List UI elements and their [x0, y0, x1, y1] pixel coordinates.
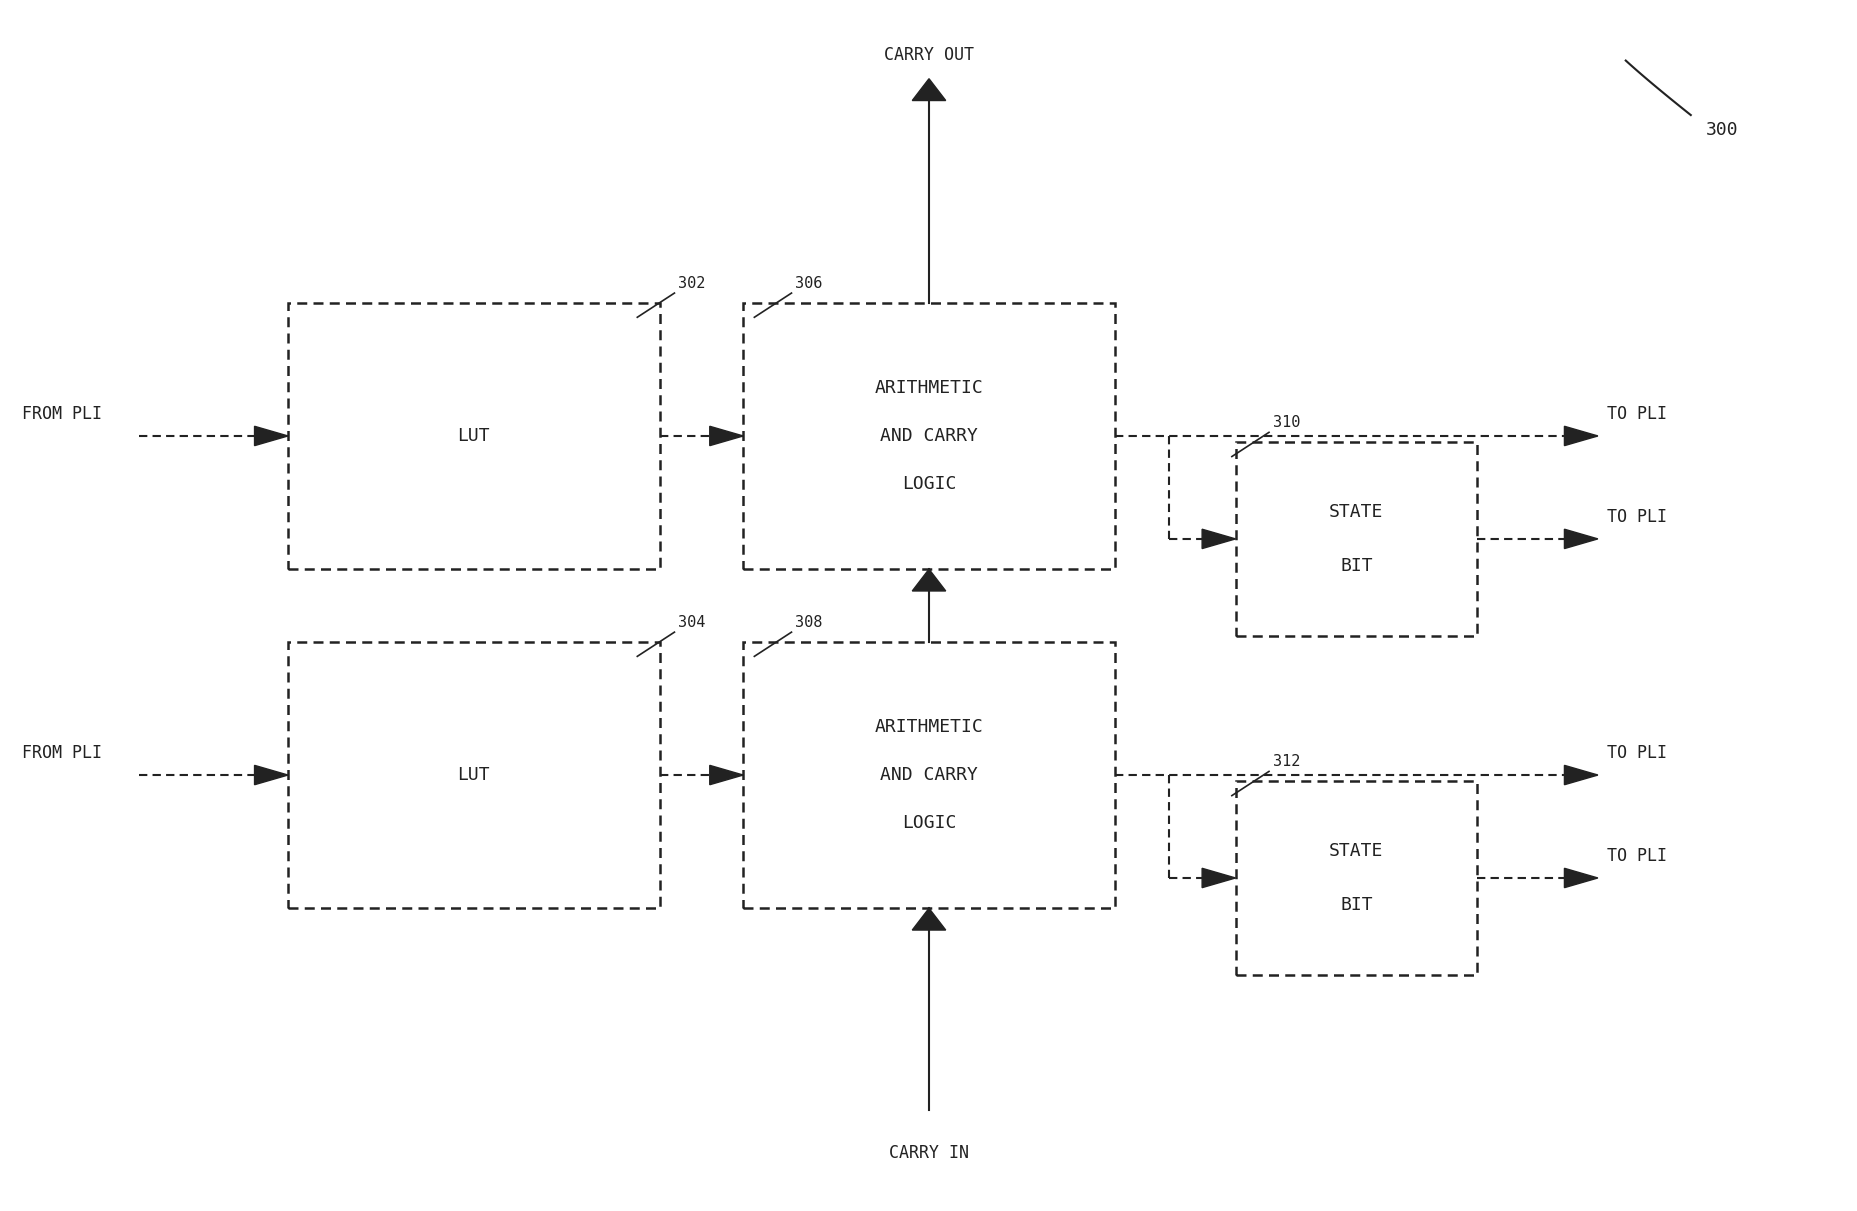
- Text: ARITHMETIC: ARITHMETIC: [875, 718, 982, 735]
- Polygon shape: [709, 765, 743, 785]
- Polygon shape: [254, 765, 288, 785]
- Polygon shape: [912, 569, 945, 591]
- Text: CARRY IN: CARRY IN: [888, 1144, 969, 1163]
- Polygon shape: [1564, 426, 1597, 446]
- Bar: [743, 642, 1114, 908]
- Text: 312: 312: [1272, 754, 1300, 769]
- Text: ARITHMETIC: ARITHMETIC: [875, 379, 982, 396]
- Polygon shape: [912, 79, 945, 101]
- Bar: [1235, 781, 1476, 975]
- Text: 304: 304: [678, 615, 706, 630]
- Text: LUT: LUT: [457, 767, 490, 784]
- Polygon shape: [1564, 868, 1597, 888]
- Text: LUT: LUT: [457, 427, 490, 444]
- Text: 302: 302: [678, 276, 706, 291]
- Text: LOGIC: LOGIC: [901, 815, 956, 832]
- Text: TO PLI: TO PLI: [1606, 509, 1666, 526]
- Text: LOGIC: LOGIC: [901, 476, 956, 493]
- Polygon shape: [709, 426, 743, 446]
- Text: AND CARRY: AND CARRY: [880, 427, 977, 444]
- Polygon shape: [1201, 529, 1235, 549]
- Polygon shape: [1201, 868, 1235, 888]
- Text: AND CARRY: AND CARRY: [880, 767, 977, 784]
- Polygon shape: [1564, 765, 1597, 785]
- Text: STATE: STATE: [1328, 843, 1383, 860]
- Text: 310: 310: [1272, 415, 1300, 430]
- Bar: [288, 642, 659, 908]
- Text: BIT: BIT: [1339, 557, 1372, 574]
- Text: CARRY OUT: CARRY OUT: [884, 46, 973, 64]
- Polygon shape: [254, 426, 288, 446]
- Text: TO PLI: TO PLI: [1606, 745, 1666, 762]
- Polygon shape: [1564, 529, 1597, 549]
- Text: 300: 300: [1705, 121, 1738, 139]
- Bar: [1235, 442, 1476, 636]
- Text: 308: 308: [795, 615, 823, 630]
- Bar: [288, 303, 659, 569]
- Text: FROM PLI: FROM PLI: [22, 406, 102, 423]
- Bar: [743, 303, 1114, 569]
- Polygon shape: [912, 908, 945, 930]
- Text: FROM PLI: FROM PLI: [22, 745, 102, 762]
- Text: TO PLI: TO PLI: [1606, 406, 1666, 423]
- Text: BIT: BIT: [1339, 896, 1372, 913]
- Text: TO PLI: TO PLI: [1606, 848, 1666, 865]
- Text: 306: 306: [795, 276, 823, 291]
- Text: STATE: STATE: [1328, 504, 1383, 521]
